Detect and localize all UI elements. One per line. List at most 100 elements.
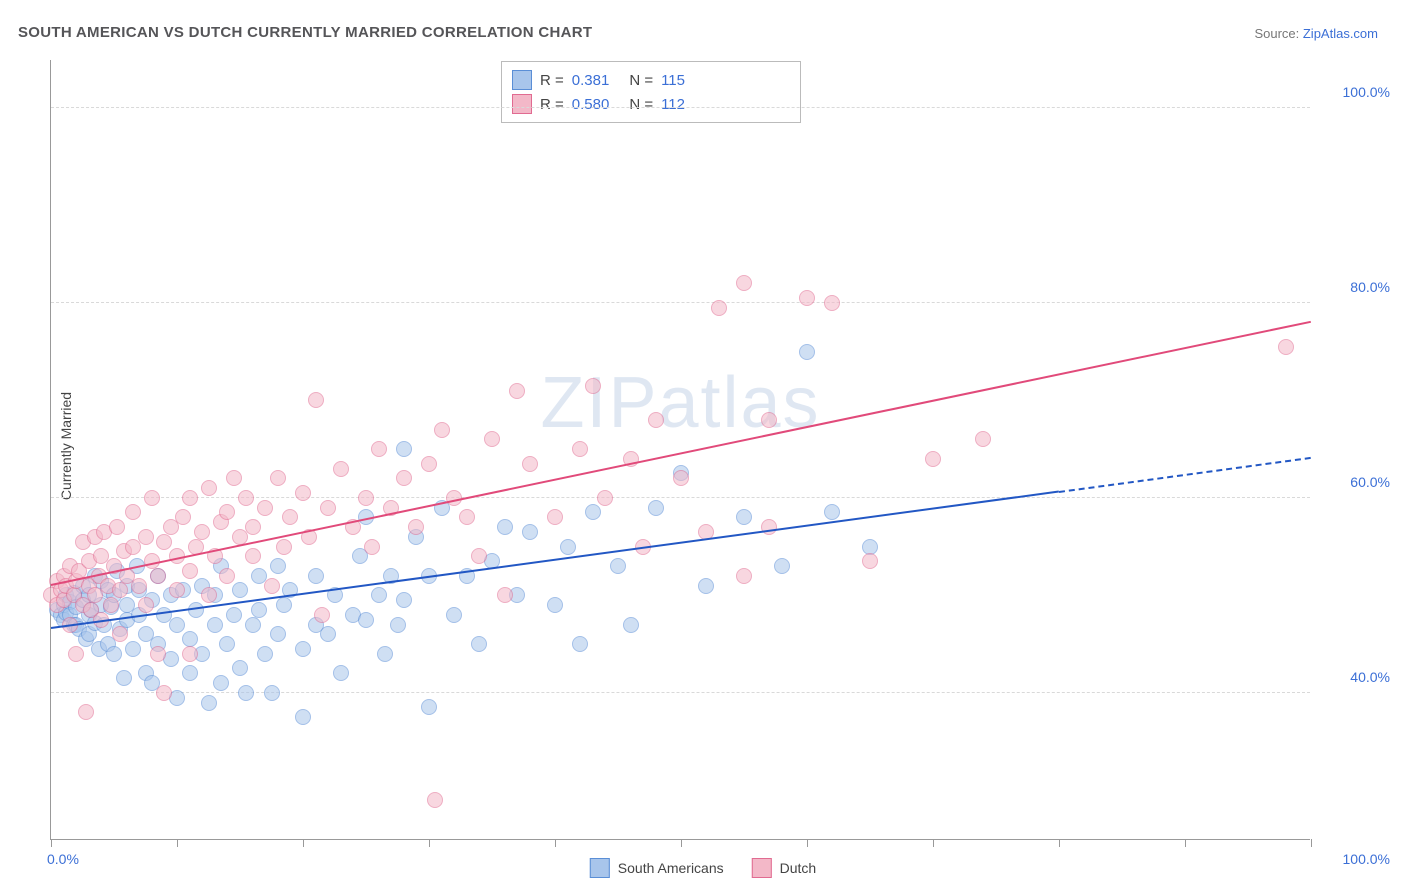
data-point bbox=[226, 470, 242, 486]
data-point bbox=[109, 519, 125, 535]
data-point bbox=[975, 431, 991, 447]
data-point bbox=[207, 617, 223, 633]
data-point bbox=[295, 485, 311, 501]
data-point bbox=[116, 670, 132, 686]
data-point bbox=[484, 431, 500, 447]
data-point bbox=[308, 568, 324, 584]
data-point bbox=[572, 441, 588, 457]
data-point bbox=[799, 344, 815, 360]
trend-line bbox=[51, 320, 1311, 585]
x-tick bbox=[303, 839, 304, 847]
data-point bbox=[314, 607, 330, 623]
legend-swatch bbox=[590, 858, 610, 878]
data-point bbox=[371, 441, 387, 457]
source-credit: Source: ZipAtlas.com bbox=[1254, 26, 1378, 41]
data-point bbox=[446, 607, 462, 623]
data-point bbox=[320, 626, 336, 642]
data-point bbox=[182, 646, 198, 662]
data-point bbox=[547, 509, 563, 525]
x-tick bbox=[933, 839, 934, 847]
data-point bbox=[522, 524, 538, 540]
data-point bbox=[138, 597, 154, 613]
data-point bbox=[333, 461, 349, 477]
data-point bbox=[333, 665, 349, 681]
data-point bbox=[138, 529, 154, 545]
data-point bbox=[497, 519, 513, 535]
data-point bbox=[358, 612, 374, 628]
stat-n-label: N = bbox=[629, 96, 653, 113]
data-point bbox=[421, 456, 437, 472]
data-point bbox=[251, 602, 267, 618]
x-tick bbox=[177, 839, 178, 847]
legend-item: Dutch bbox=[752, 858, 817, 878]
data-point bbox=[257, 646, 273, 662]
legend-label: Dutch bbox=[780, 860, 817, 876]
data-point bbox=[68, 646, 84, 662]
data-point bbox=[103, 597, 119, 613]
data-point bbox=[219, 568, 235, 584]
data-point bbox=[610, 558, 626, 574]
y-tick-label: 100.0% bbox=[1343, 84, 1390, 100]
data-point bbox=[169, 582, 185, 598]
data-point bbox=[270, 470, 286, 486]
x-tick bbox=[1059, 839, 1060, 847]
trend-line bbox=[1059, 457, 1311, 493]
data-point bbox=[156, 685, 172, 701]
data-point bbox=[396, 592, 412, 608]
legend-label: South Americans bbox=[618, 860, 724, 876]
stat-n-value: 112 bbox=[661, 96, 685, 113]
data-point bbox=[698, 578, 714, 594]
data-point bbox=[175, 509, 191, 525]
data-point bbox=[377, 646, 393, 662]
data-point bbox=[320, 500, 336, 516]
x-tick bbox=[51, 839, 52, 847]
data-point bbox=[421, 699, 437, 715]
stat-r-label: R = bbox=[540, 96, 564, 113]
data-point bbox=[396, 441, 412, 457]
source-prefix: Source: bbox=[1254, 26, 1302, 41]
legend-swatch bbox=[512, 70, 532, 90]
x-tick bbox=[1311, 839, 1312, 847]
data-point bbox=[78, 704, 94, 720]
data-point bbox=[585, 504, 601, 520]
data-point bbox=[862, 553, 878, 569]
data-point bbox=[673, 470, 689, 486]
data-point bbox=[434, 422, 450, 438]
data-point bbox=[308, 392, 324, 408]
data-point bbox=[213, 675, 229, 691]
data-point bbox=[219, 636, 235, 652]
data-point bbox=[824, 504, 840, 520]
data-point bbox=[182, 631, 198, 647]
chart-title: SOUTH AMERICAN VS DUTCH CURRENTLY MARRIE… bbox=[18, 24, 592, 41]
data-point bbox=[390, 617, 406, 633]
data-point bbox=[257, 500, 273, 516]
data-point bbox=[396, 470, 412, 486]
data-point bbox=[144, 490, 160, 506]
data-point bbox=[264, 578, 280, 594]
data-point bbox=[736, 509, 752, 525]
series-legend: South Americans Dutch bbox=[590, 858, 816, 878]
data-point bbox=[364, 539, 380, 555]
data-point bbox=[282, 509, 298, 525]
data-point bbox=[560, 539, 576, 555]
data-point bbox=[648, 500, 664, 516]
x-tick bbox=[429, 839, 430, 847]
data-point bbox=[106, 646, 122, 662]
data-point bbox=[226, 607, 242, 623]
data-point bbox=[156, 534, 172, 550]
plot-area: ZIPatlas R =0.381N =115R =0.580N =112 0.… bbox=[50, 60, 1310, 840]
data-point bbox=[471, 548, 487, 564]
gridline bbox=[51, 107, 1310, 108]
data-point bbox=[761, 519, 777, 535]
source-link[interactable]: ZipAtlas.com bbox=[1303, 26, 1378, 41]
data-point bbox=[471, 636, 487, 652]
data-point bbox=[736, 275, 752, 291]
stat-n-value: 115 bbox=[661, 72, 685, 89]
gridline bbox=[51, 302, 1310, 303]
data-point bbox=[219, 504, 235, 520]
data-point bbox=[371, 587, 387, 603]
data-point bbox=[201, 587, 217, 603]
data-point bbox=[182, 665, 198, 681]
data-point bbox=[408, 519, 424, 535]
data-point bbox=[276, 539, 292, 555]
